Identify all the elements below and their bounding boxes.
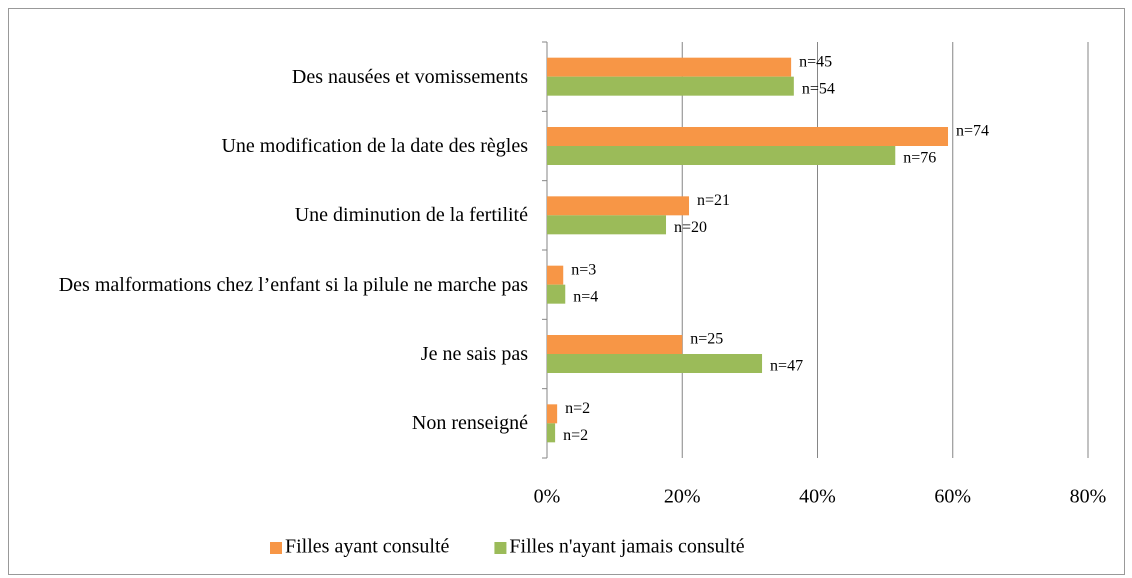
n-label: n=4: [573, 288, 598, 305]
bar: [547, 57, 792, 77]
legend-label: Filles ayant consulté: [285, 536, 450, 558]
n-label: n=25: [690, 331, 723, 348]
category-text: Je ne sais pas: [420, 343, 528, 365]
bar: [547, 76, 794, 96]
category-text: Non renseigné: [411, 412, 528, 435]
category-label: Je ne sais pas: [421, 339, 528, 369]
category-label: Non renseigné: [412, 408, 528, 438]
bar: [547, 423, 556, 443]
x-tick-label: 40%: [799, 486, 836, 508]
category-label: Une modification de la date des règles: [221, 131, 528, 161]
bar: [547, 335, 683, 354]
n-label: n=3: [571, 261, 596, 278]
legend-label: Filles n'ayant jamais consulté: [509, 536, 744, 558]
n-label: n=21: [697, 192, 730, 209]
bar: [547, 196, 690, 216]
x-tick-label: 60%: [934, 486, 971, 508]
category-text: Une diminution de la fertilité: [294, 204, 528, 227]
n-label: n=47: [770, 358, 803, 375]
x-tick-label: 20%: [664, 486, 701, 508]
bar: [547, 265, 564, 285]
n-label: n=45: [799, 53, 832, 70]
bar: [547, 215, 667, 235]
n-label: n=20: [674, 219, 707, 236]
bar: [547, 127, 949, 146]
category-text: Des malformations chez l’enfant si la pi…: [58, 273, 528, 296]
category-label: Des nausées et vomissements: [292, 62, 528, 92]
n-label: n=2: [563, 427, 588, 444]
bar: [547, 354, 763, 373]
n-label: n=74: [956, 123, 989, 140]
x-tick-label: 80%: [1070, 486, 1107, 508]
n-label: n=54: [802, 80, 835, 97]
bar: [547, 146, 896, 165]
category-label: Des malformations chez l’enfant si la pi…: [59, 270, 528, 300]
x-tick-label: 0%: [534, 486, 561, 508]
category-text: Des nausées et vomissements: [291, 65, 528, 88]
bar: [547, 284, 566, 304]
bar: [547, 404, 558, 424]
n-label: n=76: [903, 150, 936, 167]
category-label: Une diminution de la fertilité: [295, 200, 528, 230]
legend-swatch: [270, 542, 282, 554]
chart-frame: [8, 8, 1125, 575]
n-label: n=2: [565, 400, 590, 417]
category-text: Une modification de la date des règles: [221, 135, 528, 157]
legend-swatch: [494, 542, 507, 554]
